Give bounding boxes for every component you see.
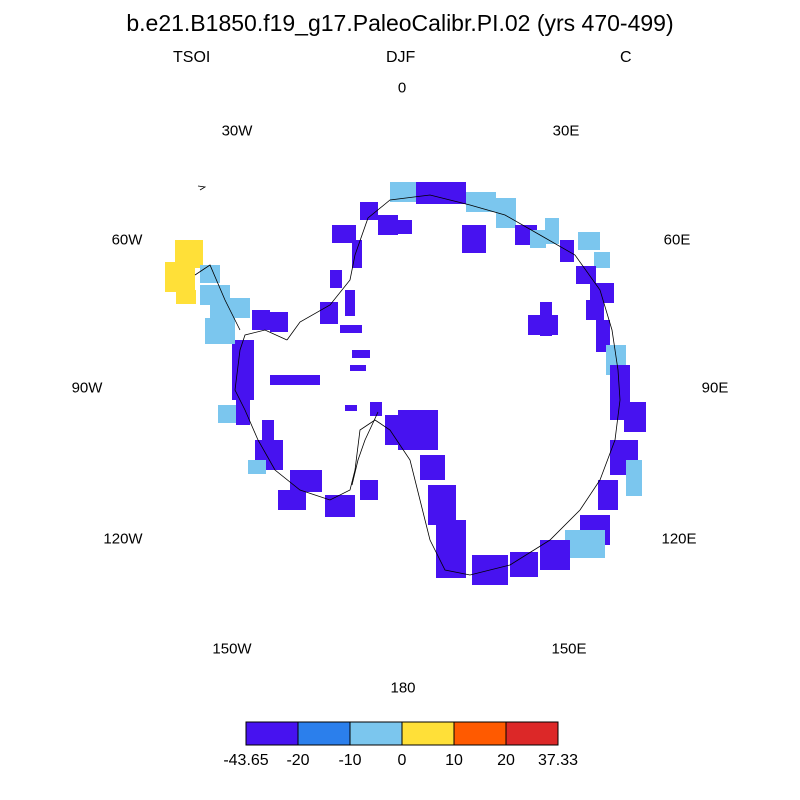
grid-cell: [436, 520, 466, 578]
grid-cell: [330, 270, 342, 288]
grid-cell: [200, 265, 220, 283]
grid-cell: [390, 182, 416, 202]
lon-label-150e: 150E: [551, 640, 587, 658]
lon-label-120e: 120E: [661, 530, 697, 548]
soil-temperature-cells: [165, 182, 646, 585]
variable-label: TSOI: [173, 49, 211, 66]
grid-cell: [248, 460, 266, 474]
grid-cell: [466, 192, 496, 212]
grid-cell: [398, 410, 438, 450]
grid-cell: [496, 198, 516, 228]
grid-cell: [236, 395, 250, 425]
grid-cell: [540, 540, 570, 570]
colorbar-label-2: -10: [338, 752, 362, 769]
grid-cell: [232, 340, 254, 400]
colorbar-label-3: 0: [397, 752, 407, 769]
grid-cell: [565, 530, 605, 558]
grid-cell: [590, 283, 614, 303]
grid-cell: [360, 480, 378, 500]
grid-cell: [594, 252, 610, 268]
lon-label-180: 180: [390, 679, 416, 697]
grid-cell: [320, 302, 338, 324]
grid-cell: [352, 350, 370, 358]
colorbar-label-4: 10: [445, 752, 463, 769]
grid-cell: [528, 315, 558, 335]
colorbar-label-6: 37.33: [537, 752, 579, 769]
colorbar-label-0: -43.65: [223, 752, 269, 769]
grid-cell: [416, 182, 466, 204]
grid-cell: [576, 266, 596, 284]
grid-cell: [626, 460, 642, 496]
grid-cell: [332, 225, 356, 243]
grid-cell: [586, 300, 604, 320]
colorbar-label-5: 20: [497, 752, 515, 769]
grid-cell: [218, 405, 236, 423]
grid-cell: [530, 230, 546, 248]
grid-cell: [578, 232, 600, 250]
grid-cell: [345, 405, 357, 411]
grid-cell: [598, 480, 618, 510]
lon-label-30w: 30W: [221, 122, 253, 140]
grid-cell: [205, 318, 235, 344]
grid-cell: [290, 470, 322, 492]
grid-cell: [340, 325, 362, 333]
grid-cell: [510, 552, 538, 577]
grid-cell: [370, 402, 382, 416]
grid-cell: [428, 485, 456, 525]
grid-cell: [462, 225, 486, 253]
grid-cell: [378, 215, 398, 235]
colorbar-label-1: -20: [286, 752, 310, 769]
grid-cell: [165, 262, 195, 292]
grid-cell: [278, 490, 306, 510]
grid-cell: [176, 290, 196, 304]
grid-cell: [545, 218, 559, 244]
season-label: DJF: [386, 49, 416, 66]
grid-cell: [352, 240, 362, 268]
lon-label-30e: 30E: [552, 122, 580, 140]
units-label: C: [620, 49, 632, 66]
lon-label-120w: 120W: [103, 530, 143, 548]
grid-cell: [385, 415, 399, 445]
lon-label-0: 0: [397, 79, 407, 97]
lon-label-90e: 90E: [701, 379, 729, 397]
grid-cell: [394, 220, 412, 234]
grid-cell: [325, 495, 355, 517]
coastline: [194, 185, 621, 576]
grid-cell: [360, 202, 378, 220]
lon-label-90w: 90W: [71, 379, 103, 397]
grid-cell: [252, 310, 270, 330]
grid-cell: [345, 290, 355, 316]
lon-label-60e: 60E: [663, 231, 691, 249]
map-title: b.e21.B1850.f19_g17.PaleoCalibr.PI.02 (y…: [126, 10, 674, 36]
grid-cell: [624, 402, 646, 432]
grid-cell: [596, 320, 610, 352]
grid-cell: [420, 455, 445, 480]
grid-cell: [262, 420, 274, 442]
grid-cell: [270, 375, 320, 385]
grid-cell: [270, 312, 288, 332]
grid-cell: [350, 365, 366, 371]
grid-cell: [200, 285, 230, 305]
lon-label-60w: 60W: [111, 231, 143, 249]
lon-label-150w: 150W: [212, 640, 252, 658]
grid-cell: [560, 240, 574, 262]
